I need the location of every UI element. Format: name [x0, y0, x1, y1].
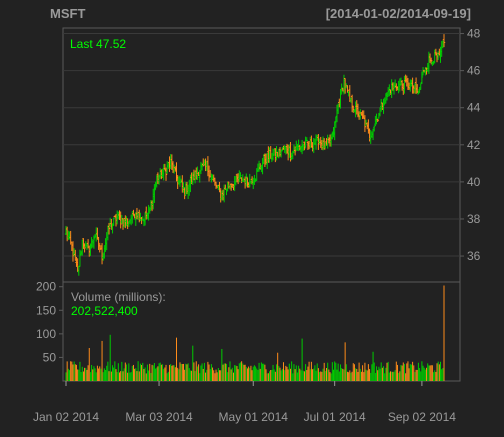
- price-bar: [420, 71, 424, 84]
- x-axis-tick-label: Jan 02 2014: [33, 410, 99, 424]
- volume-y-tick-label: 100: [36, 327, 56, 341]
- price-bar: [164, 167, 168, 181]
- price-bar: [153, 184, 156, 204]
- x-axis-tick-label: Sep 02 2014: [388, 410, 456, 424]
- price-bar: [112, 217, 115, 227]
- volume-last-value: 202,522,400: [71, 304, 138, 318]
- price-bars: [64, 34, 446, 276]
- price-bar: [305, 137, 308, 142]
- price-panel-frame: [62, 27, 461, 283]
- volume-bars: [65, 285, 445, 381]
- price-bar: [182, 182, 185, 193]
- volume-panel-label: Volume (millions):: [71, 290, 166, 304]
- price-last-label: Last: [70, 37, 93, 51]
- price-bar: [379, 98, 383, 112]
- price-y-tick-label: 36: [467, 249, 481, 263]
- price-bar: [148, 206, 151, 214]
- price-last-value: 47.52: [93, 37, 127, 51]
- x-axis-tick-label: Mar 03 2014: [125, 410, 193, 424]
- price-y-tick-label: 40: [467, 175, 481, 189]
- price-bar: [107, 222, 111, 235]
- price-bar: [346, 85, 349, 93]
- price-y-tick-label: 44: [467, 101, 481, 115]
- price-last-annotation: Last 47.52: [70, 37, 126, 51]
- price-bar: [83, 243, 86, 253]
- chart-title-date-range: [2014-01-02/2014-09-19]: [325, 6, 471, 21]
- volume-y-tick-label: 200: [36, 280, 56, 294]
- price-bar: [376, 119, 379, 123]
- price-bar: [382, 98, 385, 114]
- volume-y-tick-label: 50: [43, 350, 57, 364]
- price-bar: [241, 174, 244, 182]
- volume-y-tick-label: 150: [36, 303, 56, 317]
- price-bar: [245, 173, 248, 187]
- price-bar: [363, 115, 367, 132]
- price-bar: [442, 34, 446, 48]
- price-y-tick-label: 48: [467, 27, 481, 41]
- x-axis-tick-label: Jul 01 2014: [304, 410, 366, 424]
- price-y-tick-label: 46: [467, 64, 481, 78]
- price-y-tick-label: 42: [467, 138, 481, 152]
- x-axis-tick-label: May 01 2014: [219, 410, 289, 424]
- price-bar: [248, 173, 251, 188]
- price-y-tick-label: 38: [467, 212, 481, 226]
- price-bar: [424, 67, 427, 76]
- price-bar: [98, 242, 101, 253]
- chart-title-symbol: MSFT: [50, 6, 86, 21]
- price-bar: [323, 138, 326, 150]
- price-bar: [90, 237, 93, 249]
- price-bar: [375, 113, 378, 125]
